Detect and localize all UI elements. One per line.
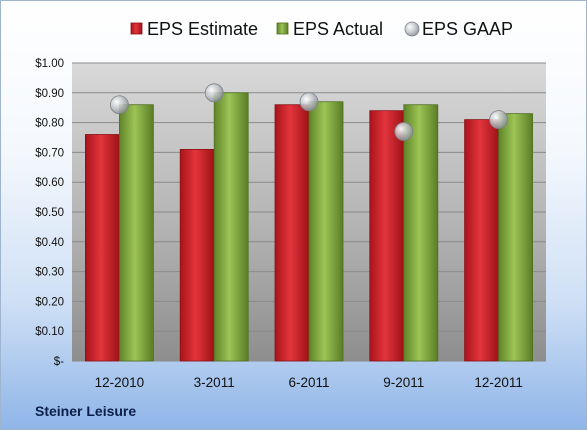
bar-eps-estimate [369, 110, 405, 362]
legend-label: EPS GAAP [422, 19, 513, 39]
bar-eps-actual [498, 113, 534, 362]
x-tick-label: 12-2010 [95, 375, 145, 390]
y-tick-label: $0.60 [35, 177, 64, 189]
legend-swatch [276, 22, 289, 35]
y-tick-label: $- [54, 356, 64, 368]
y-tick-label: $0.90 [35, 88, 64, 100]
bar-eps-estimate [464, 119, 500, 362]
company-name: Steiner Leisure [35, 403, 137, 419]
y-tick-label: $0.40 [35, 237, 64, 249]
y-tick-label: $0.10 [35, 326, 64, 338]
y-tick-label: $0.30 [35, 267, 64, 279]
dot-eps-gaap [489, 110, 509, 130]
bar-eps-estimate [179, 149, 215, 362]
y-tick-label: $0.20 [35, 296, 64, 308]
dot-eps-gaap [204, 83, 224, 103]
y-tick-label: $0.80 [35, 118, 64, 130]
bar-eps-estimate [274, 104, 310, 362]
bar-eps-estimate [85, 134, 120, 362]
x-tick-label: 9-2011 [383, 375, 424, 390]
bar-eps-actual [213, 92, 249, 362]
legend-swatch [130, 22, 143, 35]
legend-swatch [404, 21, 420, 37]
y-tick-label: $0.50 [35, 207, 64, 219]
dot-eps-gaap [299, 92, 319, 112]
bar-eps-actual [403, 104, 439, 362]
x-tick-label: 12-2011 [474, 375, 523, 390]
bar-eps-actual [119, 104, 154, 362]
legend-label: EPS Estimate [147, 19, 258, 39]
x-tick-label: 3-2011 [194, 375, 235, 390]
dot-eps-gaap [394, 122, 414, 141]
legend-label: EPS Actual [293, 19, 383, 39]
y-tick-label: $1.00 [35, 58, 64, 70]
x-tick-label: 6-2011 [288, 375, 329, 390]
y-tick-label: $0.70 [35, 147, 64, 159]
dot-eps-gaap [110, 95, 129, 115]
bar-eps-actual [308, 101, 344, 362]
